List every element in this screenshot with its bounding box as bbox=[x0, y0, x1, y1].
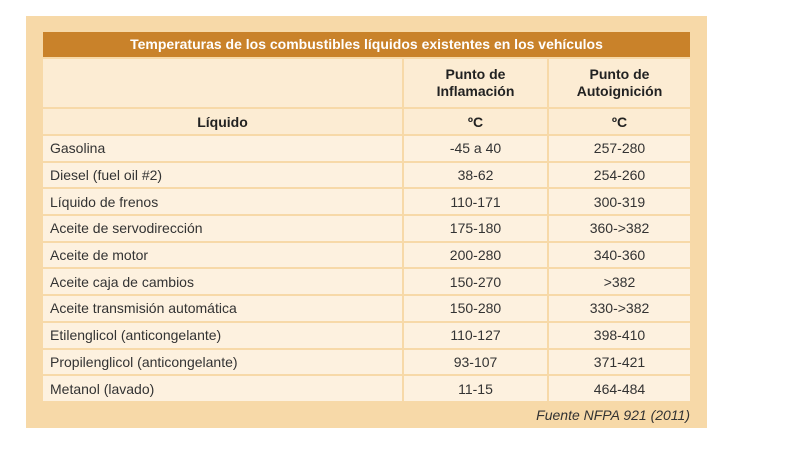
flash-point-cell: 200-280 bbox=[402, 242, 547, 268]
table-row: Aceite de motor 200-280 340-360 bbox=[43, 240, 690, 268]
table-row: Líquido de frenos 110-171 300-319 bbox=[43, 187, 690, 215]
table-title: Temperaturas de los combustibles líquido… bbox=[43, 32, 690, 57]
flash-point-cell: 110-171 bbox=[402, 189, 547, 215]
source-note: Fuente NFPA 921 (2011) bbox=[536, 407, 690, 423]
autoignition-cell: 330->382 bbox=[547, 296, 690, 321]
liquid-cell: Metanol (lavado) bbox=[50, 380, 155, 397]
liquid-cell: Aceite de motor bbox=[50, 247, 149, 264]
header-row-2: Líquido ºC ºC bbox=[43, 107, 690, 134]
autoignition-cell: 257-280 bbox=[547, 136, 690, 161]
flash-point-cell: 150-270 bbox=[402, 269, 547, 295]
liquid-cell: Aceite de servodirección bbox=[50, 220, 203, 237]
autoignition-cell: 254-260 bbox=[547, 162, 690, 188]
header-empty-cell bbox=[43, 59, 402, 107]
header-flash-point: Punto de Inflamación bbox=[402, 59, 547, 107]
header-autoignition: Punto de Autoignición bbox=[547, 59, 690, 107]
table-row: Aceite de servodirección 175-180 360->382 bbox=[43, 214, 690, 241]
header-autoign-unit: ºC bbox=[547, 109, 690, 134]
flash-point-cell: 11-15 bbox=[402, 376, 547, 401]
flash-point-cell: -45 a 40 bbox=[402, 136, 547, 161]
header-autoign-line1: Punto de bbox=[589, 66, 650, 82]
autoignition-cell: 398-410 bbox=[547, 322, 690, 348]
header-autoign-line2: Autoignición bbox=[576, 83, 663, 99]
header-row-1: Punto de Inflamación Punto de Autoignici… bbox=[43, 57, 690, 107]
table-row: Propilenglicol (anticongelante) 93-107 371… bbox=[43, 347, 690, 375]
autoignition-cell: 360->382 bbox=[547, 216, 690, 241]
header-flash-line2: Inflamación bbox=[436, 83, 515, 99]
liquid-cell: Etilenglicol (anticongelante) bbox=[50, 327, 222, 344]
table-row: Metanol (lavado) 11-15 464-484 bbox=[43, 374, 690, 401]
table-body: Gasolina -45 a 40 257-280 Diesel (fuel oil … bbox=[43, 134, 690, 401]
autoignition-cell: 371-421 bbox=[547, 349, 690, 375]
flash-point-cell: 110-127 bbox=[402, 322, 547, 348]
liquid-cell: Gasolina bbox=[50, 140, 106, 157]
fuel-temperature-table: Temperaturas de los combustibles líquido… bbox=[43, 32, 690, 401]
autoignition-cell: 340-360 bbox=[547, 242, 690, 268]
table-row: Gasolina -45 a 40 257-280 bbox=[43, 134, 690, 161]
liquid-cell: Líquido de frenos bbox=[50, 193, 159, 210]
liquid-cell: Aceite caja de cambios bbox=[50, 273, 194, 290]
flash-point-cell: 38-62 bbox=[402, 162, 547, 188]
flash-point-cell: 175-180 bbox=[402, 216, 547, 241]
table-row: Etilenglicol (anticongelante) 110-127 398-… bbox=[43, 320, 690, 348]
table-row: Diesel (fuel oil #2) 38-62 254-260 bbox=[43, 160, 690, 188]
liquid-cell: Diesel (fuel oil #2) bbox=[50, 167, 163, 184]
table-panel: Temperaturas de los combustibles líquido… bbox=[26, 16, 707, 428]
autoignition-cell: 300-319 bbox=[547, 189, 690, 215]
flash-point-cell: 150-280 bbox=[402, 296, 547, 321]
flash-point-cell: 93-107 bbox=[402, 349, 547, 375]
table-row: Aceite transmisión automática 150-280 330-… bbox=[43, 294, 690, 321]
header-flash-line1: Punto de bbox=[445, 66, 506, 82]
table-row: Aceite caja de cambios 150-270 >382 bbox=[43, 267, 690, 295]
autoignition-cell: 464-484 bbox=[547, 376, 690, 401]
liquid-cell: Propilenglicol (anticongelante) bbox=[50, 353, 238, 370]
autoignition-cell: >382 bbox=[547, 269, 690, 295]
header-liquid: Líquido bbox=[197, 113, 248, 130]
header-flash-unit: ºC bbox=[402, 109, 547, 134]
liquid-cell: Aceite transmisión automática bbox=[50, 300, 237, 317]
